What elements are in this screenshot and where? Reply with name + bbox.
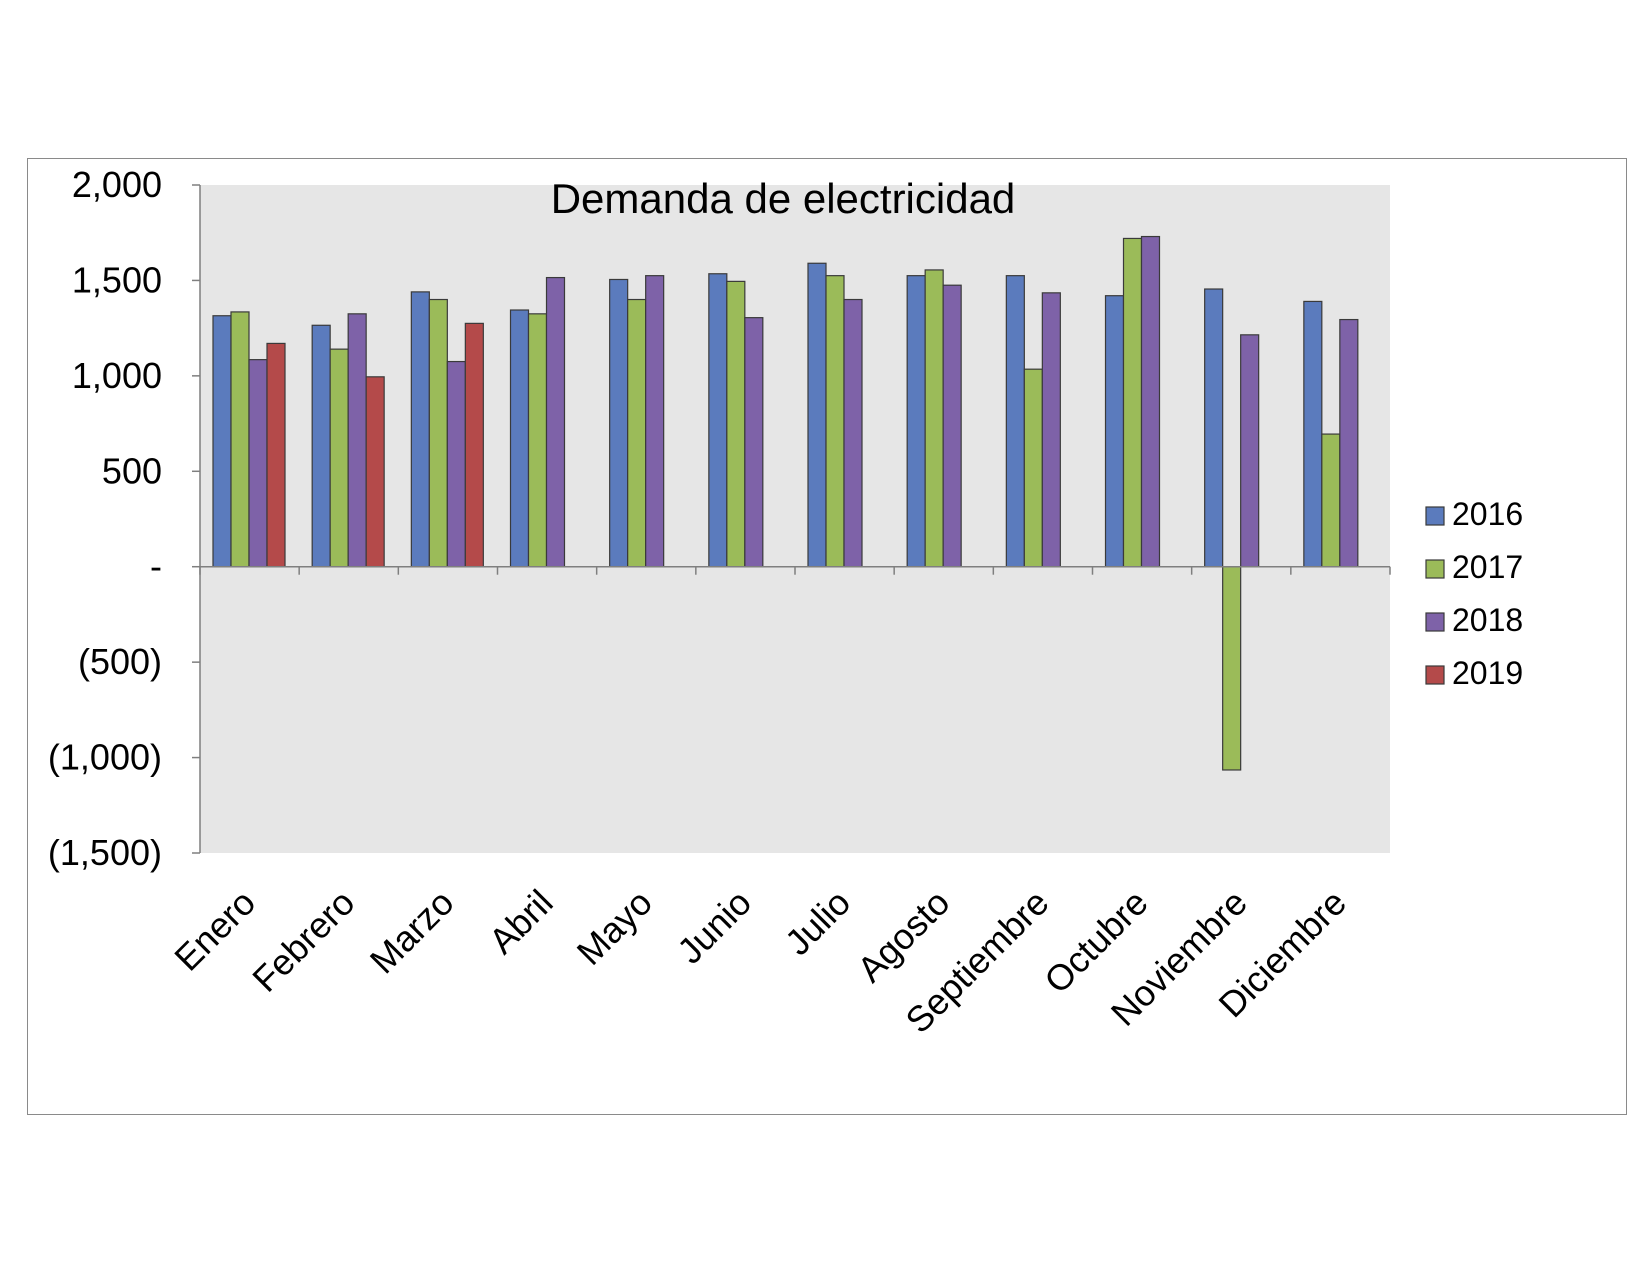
legend-swatch-2016 <box>1425 506 1445 526</box>
y-tick-label: 2,000 <box>72 164 162 205</box>
legend-swatch-2017 <box>1425 559 1445 579</box>
bar-marzo-2016 <box>410 291 430 568</box>
bar-enero-2018 <box>248 359 268 568</box>
bar-enero-2016 <box>212 315 232 568</box>
legend-label-2016: 2016 <box>1452 496 1523 532</box>
bar-octubre-2017 <box>1122 237 1143 568</box>
y-tick-label: (500) <box>78 641 162 682</box>
bar-mayo-2017 <box>627 298 647 568</box>
bar-julio-2017 <box>825 275 845 568</box>
chart-title: Demanda de electricidad <box>551 175 1016 222</box>
bar-mayo-2016 <box>609 278 629 568</box>
bar-febrero-2016 <box>311 324 331 568</box>
x-tick-label-julio: Julio <box>777 882 858 963</box>
bar-enero-2017 <box>230 311 250 568</box>
legend-label-2017: 2017 <box>1452 549 1523 585</box>
bar-noviembre-2018 <box>1240 334 1260 568</box>
x-tick-label-abril: Abril <box>481 882 561 962</box>
bar-abril-2016 <box>509 309 530 568</box>
y-tick-label: 1,000 <box>72 355 162 396</box>
chart-svg: 2,000 1,500 1,000 500 - (500) (1,000) (1,500) E… <box>48 164 1523 1041</box>
legend-swatch-2018 <box>1425 612 1445 632</box>
bar-diciembre-2016 <box>1303 300 1323 568</box>
bar-septiembre-2016 <box>1005 275 1025 568</box>
bar-agosto-2017 <box>924 269 944 568</box>
y-tick-label: - <box>150 546 162 587</box>
bar-febrero-2018 <box>347 313 367 568</box>
bar-julio-2016 <box>807 262 827 568</box>
bar-septiembre-2017 <box>1023 368 1043 568</box>
bar-septiembre-2018 <box>1041 292 1061 568</box>
bar-marzo-2017 <box>428 298 448 568</box>
bar-agosto-2018 <box>942 284 962 568</box>
bar-diciembre-2018 <box>1339 318 1359 568</box>
x-tick-label-febrero: Febrero <box>244 882 362 1000</box>
bar-marzo-2018 <box>446 360 466 568</box>
bar-marzo-2019 <box>464 322 484 568</box>
bars-layer <box>212 235 1359 771</box>
plot-background <box>200 185 1390 853</box>
legend-label-2018: 2018 <box>1452 602 1523 638</box>
bar-noviembre-2016 <box>1204 288 1224 568</box>
bar-febrero-2017 <box>329 348 349 568</box>
bar-abril-2018 <box>545 276 566 568</box>
bar-enero-2019 <box>266 342 286 568</box>
bar-octubre-2018 <box>1140 235 1161 568</box>
legend: 2016 2017 2018 2019 <box>1425 496 1523 691</box>
y-tick-label: (1,500) <box>48 832 162 873</box>
x-tick-label-junio: Junio <box>669 882 759 972</box>
x-tick-label-marzo: Marzo <box>362 882 462 982</box>
bar-febrero-2019 <box>365 376 385 568</box>
bar-agosto-2016 <box>906 275 926 568</box>
y-tick-label: (1,000) <box>48 737 162 778</box>
legend-label-2019: 2019 <box>1452 655 1523 691</box>
bar-junio-2017 <box>726 280 746 568</box>
bar-julio-2018 <box>843 298 863 568</box>
x-tick-label-mayo: Mayo <box>569 882 660 973</box>
bar-mayo-2018 <box>645 275 665 568</box>
axes-layer <box>192 184 1391 854</box>
chart-frame: 2,000 1,500 1,000 500 - (500) (1,000) (1,500) E… <box>27 158 1627 1115</box>
bar-junio-2018 <box>744 317 764 568</box>
y-tick-labels: 2,000 1,500 1,000 500 - (500) (1,000) (1,500) <box>48 164 162 873</box>
y-tick-label: 500 <box>102 450 162 491</box>
legend-swatch-2019 <box>1425 665 1445 685</box>
y-tick-label: 1,500 <box>72 259 162 300</box>
bar-noviembre-2017 <box>1222 566 1242 771</box>
bar-diciembre-2017 <box>1321 433 1341 568</box>
bar-octubre-2016 <box>1104 295 1125 568</box>
x-tick-label-enero: Enero <box>166 882 263 979</box>
bar-abril-2017 <box>527 313 548 568</box>
bar-junio-2016 <box>708 273 728 568</box>
